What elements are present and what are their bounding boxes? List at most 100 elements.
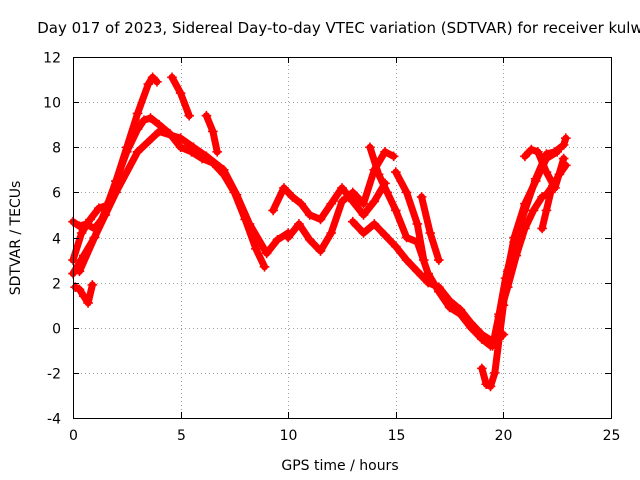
series-sat-track-13 [416, 192, 444, 265]
data-point [175, 142, 186, 153]
axis-ticks: 0 5 10 15 20 25 -4 -2 0 2 4 6 8 10 12 [43, 51, 620, 445]
data-point [74, 284, 85, 295]
series-sat-track-3 [68, 201, 111, 265]
data-point [533, 146, 543, 157]
data-point [545, 187, 556, 198]
data-point [283, 232, 293, 243]
data-point [154, 126, 164, 137]
data-point [94, 203, 104, 213]
data-point [347, 216, 358, 227]
data-point [425, 228, 436, 238]
data-point [509, 237, 519, 247]
series-track [366, 143, 503, 350]
series-sat-track-6 [167, 72, 195, 121]
data-point [401, 255, 412, 265]
data-point [489, 368, 500, 378]
data-point [279, 183, 289, 193]
data-point [87, 280, 98, 290]
data-point [268, 205, 278, 216]
data-point [369, 196, 380, 207]
y-tick-label: 0 [52, 322, 61, 338]
data-point [391, 205, 401, 216]
x-tick-label: 5 [177, 428, 186, 444]
data-point [380, 230, 390, 241]
data-point [212, 146, 222, 157]
data-point [434, 255, 444, 265]
data-point [315, 246, 326, 256]
data-point [530, 174, 541, 184]
series-track [392, 168, 428, 264]
data-point [152, 77, 162, 87]
data-point [477, 363, 487, 374]
data-point [412, 219, 423, 229]
data-point [147, 72, 158, 83]
data-point [201, 151, 212, 162]
data-point [89, 232, 100, 243]
y-tick-label: 8 [52, 141, 61, 157]
data-point [391, 167, 401, 177]
data-point [218, 165, 229, 175]
data-point [558, 140, 569, 150]
y-tick-label: 12 [43, 51, 61, 67]
data-point [520, 223, 530, 234]
data-point [304, 234, 315, 245]
data-point [188, 142, 199, 153]
data-point [541, 167, 552, 177]
data-point [373, 169, 384, 180]
x-tick-label: 25 [603, 428, 621, 444]
data-point [132, 108, 143, 119]
data-point [526, 144, 537, 155]
x-tick-label: 10 [280, 428, 298, 444]
series-sat-track-5 [74, 126, 293, 277]
data-point [231, 189, 242, 200]
y-tick-label: 4 [52, 232, 61, 248]
data-point [261, 248, 272, 259]
data-point [76, 228, 87, 238]
data-point [455, 309, 466, 320]
data-point [139, 115, 149, 125]
data-point [541, 149, 552, 159]
data-point [184, 110, 195, 121]
data-point [167, 72, 177, 83]
data-point [418, 255, 429, 265]
data-point [391, 241, 401, 252]
data-point [358, 210, 369, 220]
data-point [175, 88, 186, 98]
data-point [251, 243, 261, 254]
data-point [337, 196, 347, 207]
data-point [143, 79, 154, 89]
data-point [259, 262, 270, 272]
data-point [550, 146, 560, 157]
data-point [558, 153, 569, 164]
data-point [74, 266, 85, 277]
data-point [83, 298, 93, 308]
data-point [272, 234, 283, 245]
y-tick-label: 6 [52, 186, 61, 202]
chart-title: Day 017 of 2023, Sidereal Day-to-day VTE… [37, 19, 640, 37]
data-point [434, 286, 444, 297]
data-point [111, 187, 121, 198]
data-point [78, 291, 89, 301]
x-tick-label: 20 [495, 428, 513, 444]
series-sat-track-4 [70, 280, 98, 308]
data-point [382, 187, 392, 198]
series-sat-track-8 [268, 178, 390, 225]
data-point [511, 250, 522, 261]
data-point [175, 133, 186, 144]
data-point [365, 142, 375, 153]
data-point [380, 146, 390, 157]
data-point [358, 198, 369, 209]
data-point [528, 205, 539, 216]
data-point [401, 232, 412, 243]
data-point [347, 196, 358, 207]
series-track [521, 146, 568, 192]
data-point [423, 268, 433, 279]
data-point [85, 214, 96, 225]
series-sat-track-17 [520, 144, 569, 193]
data-point [296, 198, 306, 209]
data-point [485, 381, 496, 392]
data-point [412, 266, 423, 277]
data-point [466, 322, 476, 333]
